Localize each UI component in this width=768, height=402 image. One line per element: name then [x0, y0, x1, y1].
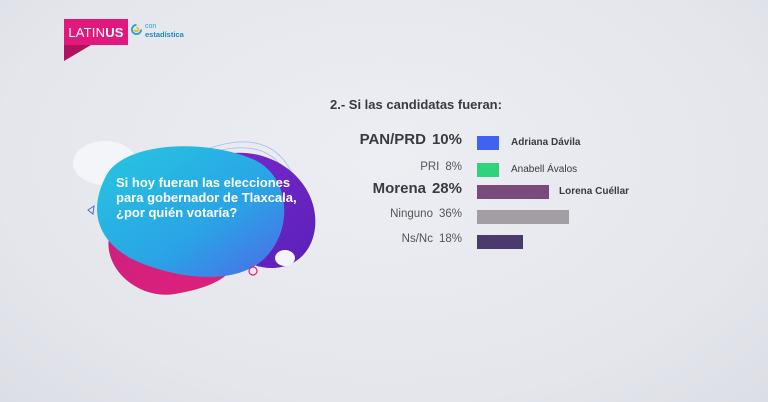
partner-logo: con estadística	[145, 23, 184, 39]
candidate-label: Anabell Ávalos	[511, 164, 578, 175]
category-label: Morena 28%	[373, 180, 462, 197]
logo-text-latin: LATIN	[68, 24, 106, 40]
category-label: Ns/Nc 18%	[402, 233, 462, 245]
bar	[477, 235, 523, 249]
category-label: PAN/PRD 10%	[360, 131, 462, 148]
partner-line2: estadística	[145, 30, 184, 39]
candidate-label: Lorena Cuéllar	[559, 186, 630, 197]
partner-line1: con	[145, 23, 157, 30]
value-label: 10%	[431, 131, 462, 148]
category-label: PRI 8%	[420, 161, 462, 173]
bar	[477, 185, 549, 199]
yellow-blue-swirl-icon	[131, 24, 142, 35]
chart-title: 2.- Si las candidatas fueran:	[330, 97, 502, 112]
party-name: PRI	[420, 161, 440, 173]
value-label: 36%	[438, 208, 462, 220]
party-name: Morena	[372, 180, 426, 197]
logo-text-us: US	[105, 24, 124, 40]
bar	[477, 210, 569, 224]
survey-question: Si hoy fueran las elecciones para gobern…	[116, 175, 297, 220]
latinus-logo: LATIN US	[64, 19, 128, 45]
party-name: Ninguno	[390, 208, 433, 220]
logo-tail	[64, 45, 91, 61]
party-name: PAN/PRD	[359, 131, 426, 148]
bar	[477, 136, 499, 150]
category-label: Ninguno 36%	[390, 208, 462, 220]
candidate-label: Adriana Dávila	[511, 137, 581, 148]
value-label: 8%	[445, 161, 462, 173]
decorative-blob-graphic	[73, 141, 316, 295]
value-label: 18%	[438, 233, 462, 245]
bar	[477, 163, 499, 177]
value-label: 28%	[431, 180, 462, 197]
party-name: Ns/Nc	[401, 233, 433, 245]
